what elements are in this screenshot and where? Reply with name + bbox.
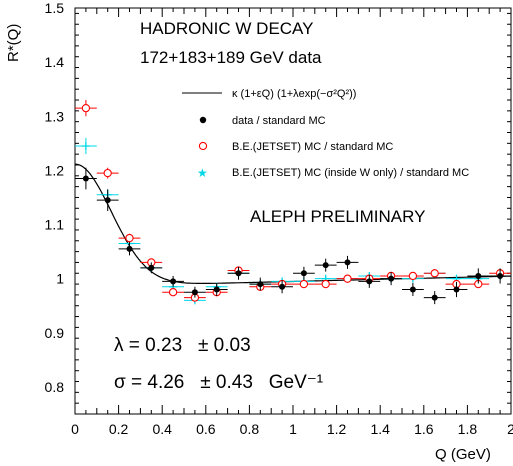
x-axis-label: Q (GeV) xyxy=(435,446,491,463)
x-tick-label: 0.4 xyxy=(152,421,172,437)
x-tick-label: 1.4 xyxy=(370,421,390,437)
legend-label-be: B.E.(JETSET) MC / standard MC xyxy=(232,141,393,153)
y-tick-label: 1 xyxy=(56,271,64,287)
x-tick-label: 1 xyxy=(289,421,297,437)
data-point xyxy=(321,279,330,289)
x-tick-label: 1.2 xyxy=(327,421,347,437)
data-point xyxy=(475,272,482,279)
chart-title: HADRONIC W DECAY xyxy=(140,19,313,38)
legend-label-data: data / standard MC xyxy=(232,115,326,127)
fit-result-sigma: σ = 4.26 ± 0.43 GeV⁻¹ xyxy=(114,372,323,393)
data-point xyxy=(300,270,307,277)
data-point xyxy=(125,233,134,243)
annotation-preliminary: ALEPH PRELIMINARY xyxy=(250,207,425,226)
y-tick-label: 1.1 xyxy=(45,217,65,233)
data-point xyxy=(279,283,286,290)
data-point xyxy=(235,270,242,277)
data-point xyxy=(409,286,416,293)
fit-result-lambda: λ = 0.23 ± 0.03 xyxy=(114,335,251,356)
data-point xyxy=(148,264,155,271)
data-point xyxy=(388,275,395,282)
y-tick-label: 1.4 xyxy=(45,54,65,70)
y-tick-label: 1.3 xyxy=(45,108,65,124)
legend: κ (1+εQ) (1+λexp(−σ²Q²)) data / standard… xyxy=(182,88,469,180)
data-point xyxy=(103,168,112,178)
data-point xyxy=(213,286,220,293)
data-point xyxy=(81,103,91,113)
legend-label-be-inside-w: B.E.(JETSET) MC (inside W only) / standa… xyxy=(232,167,469,179)
x-tick-label: 0 xyxy=(71,421,79,437)
legend-fit-label: κ (1+εQ) (1+λexp(−σ²Q²)) xyxy=(232,88,356,100)
axis-ticks xyxy=(74,8,512,415)
data-point xyxy=(430,269,439,278)
data-point xyxy=(343,274,352,283)
data-point xyxy=(126,245,133,252)
x-tick-label: 1.6 xyxy=(414,421,434,437)
y-tick-label: 0.9 xyxy=(45,325,65,341)
data-point xyxy=(322,262,329,269)
data-point xyxy=(299,279,309,289)
x-tick-label: 0.6 xyxy=(196,421,216,437)
y-axis-label: R*(Q) xyxy=(5,24,22,62)
series-0 xyxy=(75,167,511,305)
data-point xyxy=(497,272,504,279)
legend-marker-be xyxy=(198,141,208,151)
data-points xyxy=(75,100,511,305)
data-point xyxy=(344,259,351,266)
legend-marker-data xyxy=(199,116,207,124)
data-point xyxy=(453,286,460,293)
data-point xyxy=(408,271,418,281)
x-tick-label: 2 xyxy=(507,421,513,437)
data-point xyxy=(170,278,177,285)
y-tick-label: 1.5 xyxy=(45,0,65,16)
tick-labels: 0 0.2 0.4 0.6 0.8 1 1.2 1.4 1.6 1.8 2 0.8 0.9 1 1.1 1.2… xyxy=(45,0,513,437)
series-1 xyxy=(75,100,511,302)
data-point xyxy=(104,197,111,204)
x-tick-label: 1.8 xyxy=(458,421,478,437)
data-point xyxy=(431,294,438,301)
x-tick-label: 0.2 xyxy=(109,421,129,437)
data-point xyxy=(191,289,198,296)
y-tick-label: 1.2 xyxy=(45,162,65,178)
chart-subtitle: 172+183+189 GeV data xyxy=(140,48,322,67)
y-tick-label: 0.8 xyxy=(45,379,65,395)
data-point xyxy=(257,281,264,288)
x-tick-label: 0.8 xyxy=(240,421,260,437)
data-point xyxy=(82,175,89,182)
legend-marker-be-inside-w: ★ xyxy=(197,166,208,180)
data-point xyxy=(168,288,178,297)
data-point xyxy=(366,278,373,285)
